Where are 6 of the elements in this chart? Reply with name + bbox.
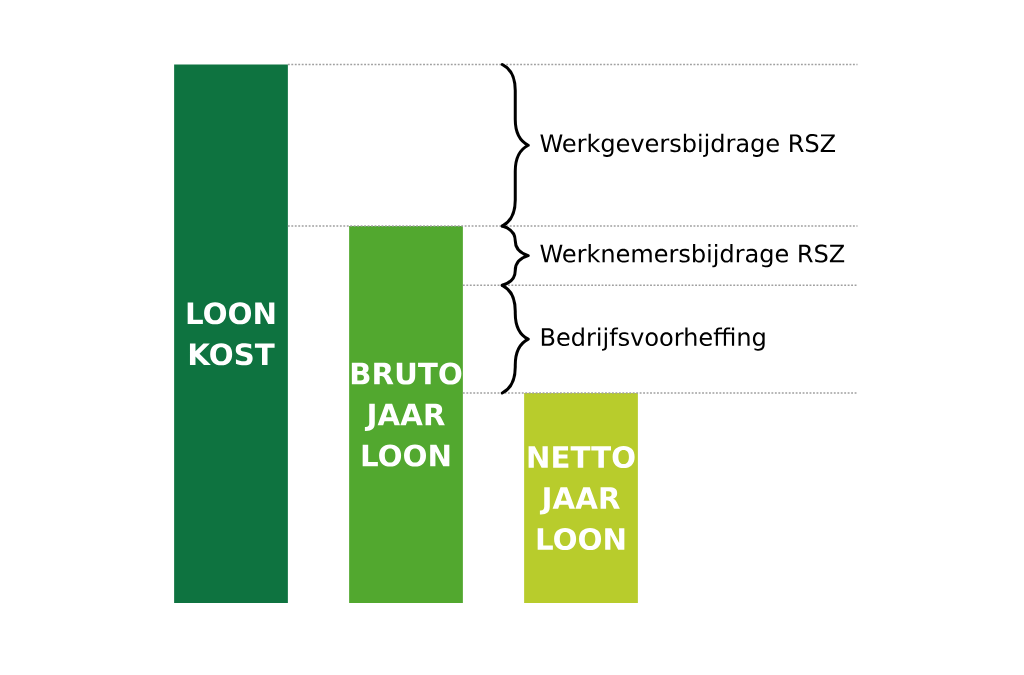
annotation: Werkgeversbijdrage RSZ (540, 133, 836, 157)
x-tick-label: NETTO JAAR LOON (528, 445, 635, 551)
x-tick-label: LOON KOST (187, 302, 275, 366)
annotation: Bedrijfsvoorheffing (541, 327, 765, 351)
x-tick-label: BRUTO JAAR LOON (351, 362, 462, 467)
annotation: Werknemersbijdrage RSZ (540, 244, 845, 268)
